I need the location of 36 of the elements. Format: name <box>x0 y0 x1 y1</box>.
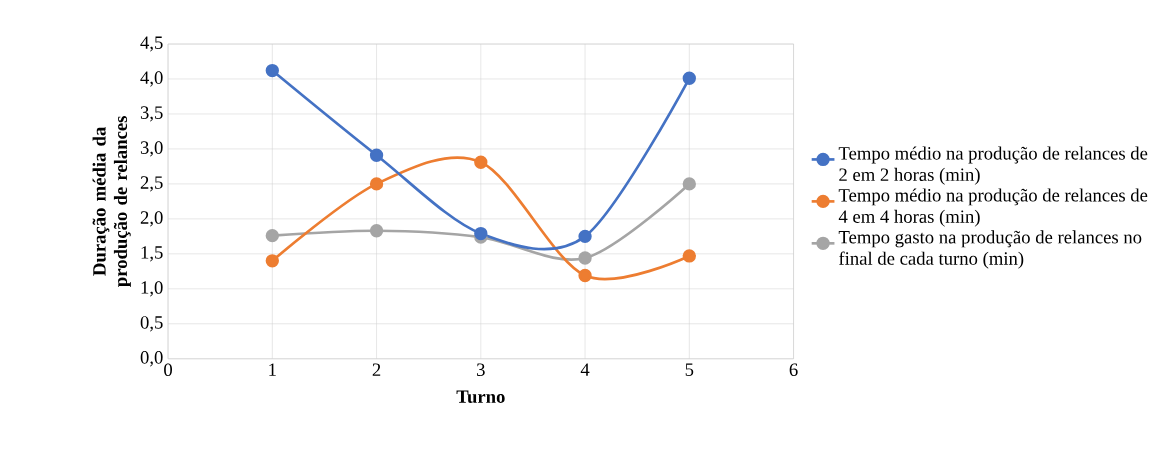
y-tick-label: 4,5 <box>140 36 163 52</box>
point <box>474 226 488 241</box>
y-tick-label: 4,0 <box>140 71 163 87</box>
x-tick-label: 3 <box>477 363 485 376</box>
point <box>682 177 696 191</box>
point <box>369 148 384 162</box>
y-tick-label: 2,0 <box>140 211 163 227</box>
point <box>578 268 592 283</box>
y-tick-label: 3,0 <box>140 141 163 157</box>
x-tick-label: 1 <box>269 363 276 376</box>
y-tick-label: 1,0 <box>141 281 163 297</box>
y-tick-label: 0,0 <box>140 351 163 367</box>
point <box>369 224 384 238</box>
y-tick-label: 0,5 <box>140 316 163 332</box>
x-tick-label: 0 <box>164 363 173 377</box>
legend-label: Tempo gasto na produção de relances no final de cada turno (min) <box>838 230 1142 269</box>
point <box>682 249 696 263</box>
x-tick-label: 6 <box>789 363 798 376</box>
y-tick-label: 1,5 <box>141 246 163 262</box>
point <box>369 177 384 191</box>
legend-label: Tempo médio na produção de relances de 4 em 4 horas (min) <box>838 188 1148 227</box>
x-tick-label: 2 <box>372 363 381 376</box>
x-tick-label: 5 <box>685 363 694 376</box>
point <box>682 71 696 85</box>
y-axis-title: Duração média da produção de relances <box>92 116 131 287</box>
x-tick-label: 4 <box>580 363 590 376</box>
point <box>265 254 279 268</box>
point <box>265 63 279 78</box>
x-axis-title: Turno <box>456 390 505 403</box>
legend-label: Tempo médio na produção de relances de 2 em 2 horas (min) <box>838 146 1148 185</box>
point <box>265 228 279 243</box>
y-tick-label: 3,5 <box>140 106 163 122</box>
y-tick-label: 2,5 <box>140 176 163 192</box>
point <box>578 229 592 243</box>
point <box>474 155 488 169</box>
point <box>578 251 592 265</box>
